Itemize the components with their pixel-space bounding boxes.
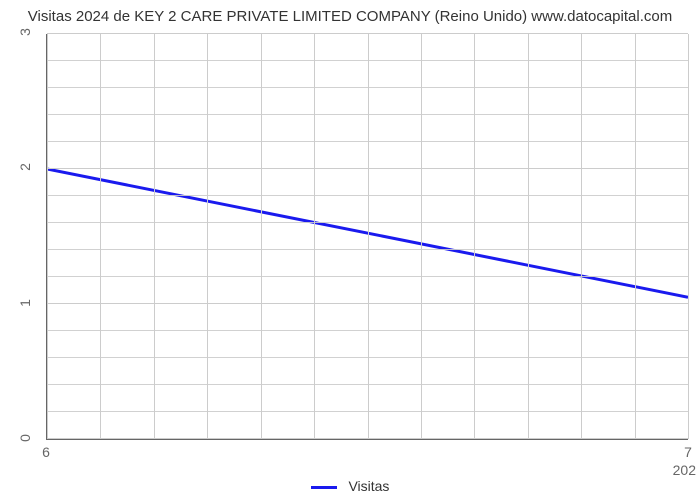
chart-title: Visitas 2024 de KEY 2 CARE PRIVATE LIMIT… xyxy=(0,8,700,25)
gridline-v xyxy=(314,34,315,439)
chart-container: Visitas 2024 de KEY 2 CARE PRIVATE LIMIT… xyxy=(0,0,700,500)
gridline-v xyxy=(635,34,636,439)
y-tick-label: 3 xyxy=(17,17,33,47)
gridline-v xyxy=(368,34,369,439)
gridline-v xyxy=(421,34,422,439)
legend: Visitas xyxy=(0,478,700,494)
gridline-v xyxy=(688,34,689,439)
x-tick-label-left: 6 xyxy=(31,444,61,460)
y-tick-label: 1 xyxy=(17,288,33,318)
gridline-v xyxy=(207,34,208,439)
y-tick-label: 2 xyxy=(17,152,33,182)
gridline-v xyxy=(528,34,529,439)
gridline-v xyxy=(581,34,582,439)
gridline-v xyxy=(154,34,155,439)
x-tick-label-right: 7 xyxy=(673,444,700,460)
gridline-v xyxy=(261,34,262,439)
legend-swatch xyxy=(311,486,337,489)
gridline-v xyxy=(47,34,48,439)
legend-label: Visitas xyxy=(348,478,389,494)
gridline-v xyxy=(474,34,475,439)
gridline-v xyxy=(100,34,101,439)
x-bottom-right-label: 202 xyxy=(673,462,696,478)
plot-area xyxy=(46,34,688,440)
